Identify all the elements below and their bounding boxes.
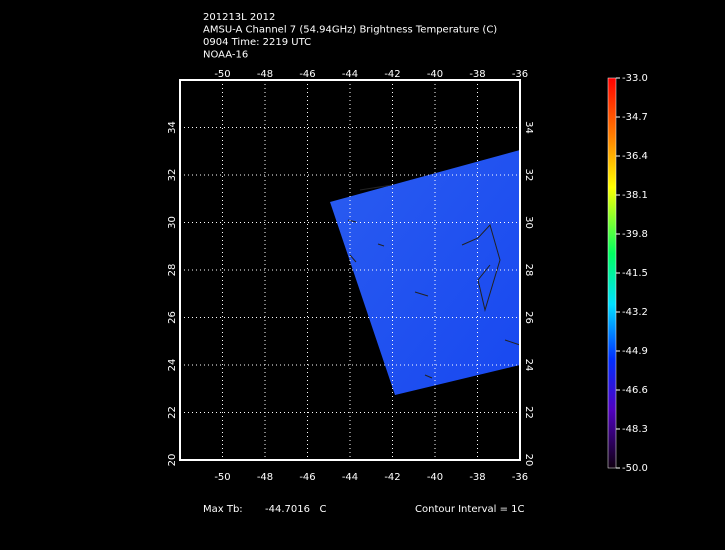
lat-tick-label-right: 26 [523,311,534,324]
lon-tick-label-top: -46 [299,69,315,80]
colorbar-label: -36.4 [622,151,648,162]
lat-tick-label-right: 22 [523,406,534,419]
lon-tick-label-bottom: -42 [384,472,400,483]
lon-tick-label-bottom: -38 [469,472,485,483]
colorbar-label: -44.9 [622,346,648,357]
lon-tick-label-top: -50 [214,69,230,80]
lat-tick-label-right: 24 [523,359,534,372]
lat-tick-label-right: 34 [523,121,534,134]
satellite-swath [330,150,520,395]
colorbar-label: -43.2 [622,307,648,318]
lat-tick-label-left: 26 [167,311,178,324]
lat-tick-label-left: 20 [167,454,178,467]
lon-tick-label-top: -42 [384,69,400,80]
map-frame [179,79,521,461]
lat-tick-label-right: 30 [523,216,534,229]
lon-tick-label-top: -36 [512,69,528,80]
lat-tick-label-right: 20 [523,454,534,467]
lon-tick-label-bottom: -36 [512,472,528,483]
colorbar-label: -34.7 [622,112,648,123]
footer-max-value: -44.7016 C [265,504,326,515]
lat-tick-label-left: 30 [167,216,178,229]
lon-tick-label-bottom: -40 [427,472,443,483]
header-line: 0904 Time: 2219 UTC [203,37,311,48]
colorbar-label: -33.0 [622,73,648,84]
colorbar [607,77,617,469]
lon-tick-label-top: -48 [257,69,273,80]
footer-contour: Contour Interval = 1C [415,504,525,515]
lat-tick-label-left: 24 [167,359,178,372]
lon-tick-label-top: -44 [342,69,358,80]
colorbar-label: -48.3 [622,424,648,435]
lon-tick-label-top: -40 [427,69,443,80]
header-line: 201213L 2012 [203,12,275,23]
colorbar-label: -39.8 [622,229,648,240]
lat-tick-label-left: 22 [167,406,178,419]
header-line: AMSU-A Channel 7 (54.94GHz) Brightness T… [203,25,497,36]
colorbar-label: -50.0 [622,463,648,474]
footer-max-label: Max Tb: [203,504,243,515]
lon-tick-label-top: -38 [469,69,485,80]
lat-tick-label-right: 32 [523,169,534,182]
lat-tick-label-left: 34 [167,121,178,134]
colorbar-label: -41.5 [622,268,648,279]
colorbar-label: -38.1 [622,190,648,201]
lat-tick-label-right: 28 [523,264,534,277]
header-line: NOAA-16 [203,50,248,61]
coastline [347,184,521,379]
colorbar-label: -46.6 [622,385,648,396]
lon-tick-label-bottom: -46 [299,472,315,483]
lon-tick-label-bottom: -48 [257,472,273,483]
lon-tick-label-bottom: -50 [214,472,230,483]
lat-tick-label-left: 32 [167,169,178,182]
lon-tick-label-bottom: -44 [342,472,358,483]
lat-tick-label-left: 28 [167,264,178,277]
